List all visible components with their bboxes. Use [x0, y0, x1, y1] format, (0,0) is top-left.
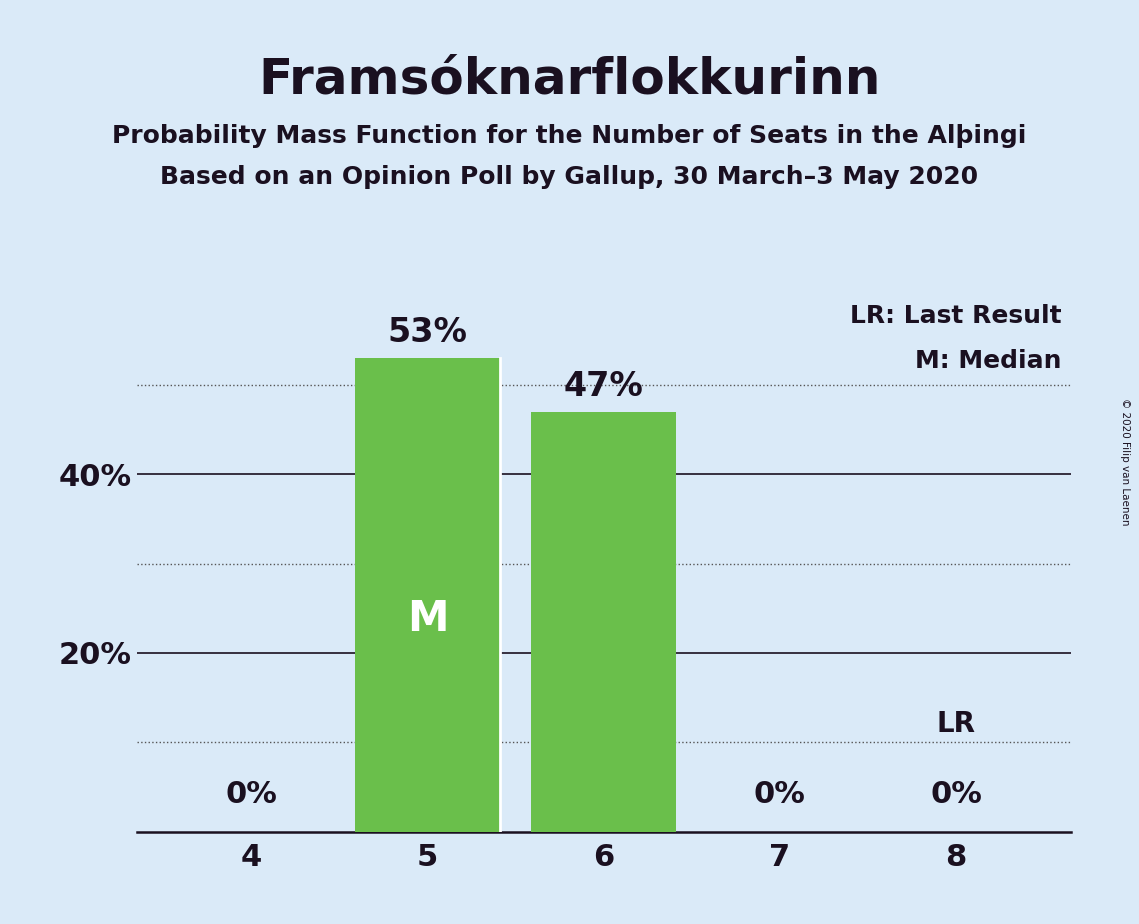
- Text: 53%: 53%: [387, 316, 467, 349]
- Text: Framsóknarflokkurinn: Framsóknarflokkurinn: [259, 55, 880, 103]
- Bar: [532, 412, 675, 832]
- Text: LR: LR: [936, 711, 975, 738]
- Text: 0%: 0%: [754, 780, 805, 809]
- Bar: [355, 359, 500, 832]
- Text: M: Median: M: Median: [915, 349, 1062, 373]
- Text: 0%: 0%: [931, 780, 982, 809]
- Text: 47%: 47%: [564, 370, 644, 403]
- Text: Based on an Opinion Poll by Gallup, 30 March–3 May 2020: Based on an Opinion Poll by Gallup, 30 M…: [161, 165, 978, 189]
- Text: M: M: [407, 598, 449, 639]
- Text: LR: Last Result: LR: Last Result: [850, 304, 1062, 328]
- Text: Probability Mass Function for the Number of Seats in the Alþingi: Probability Mass Function for the Number…: [113, 124, 1026, 148]
- Text: © 2020 Filip van Laenen: © 2020 Filip van Laenen: [1121, 398, 1130, 526]
- Text: 0%: 0%: [226, 780, 277, 809]
